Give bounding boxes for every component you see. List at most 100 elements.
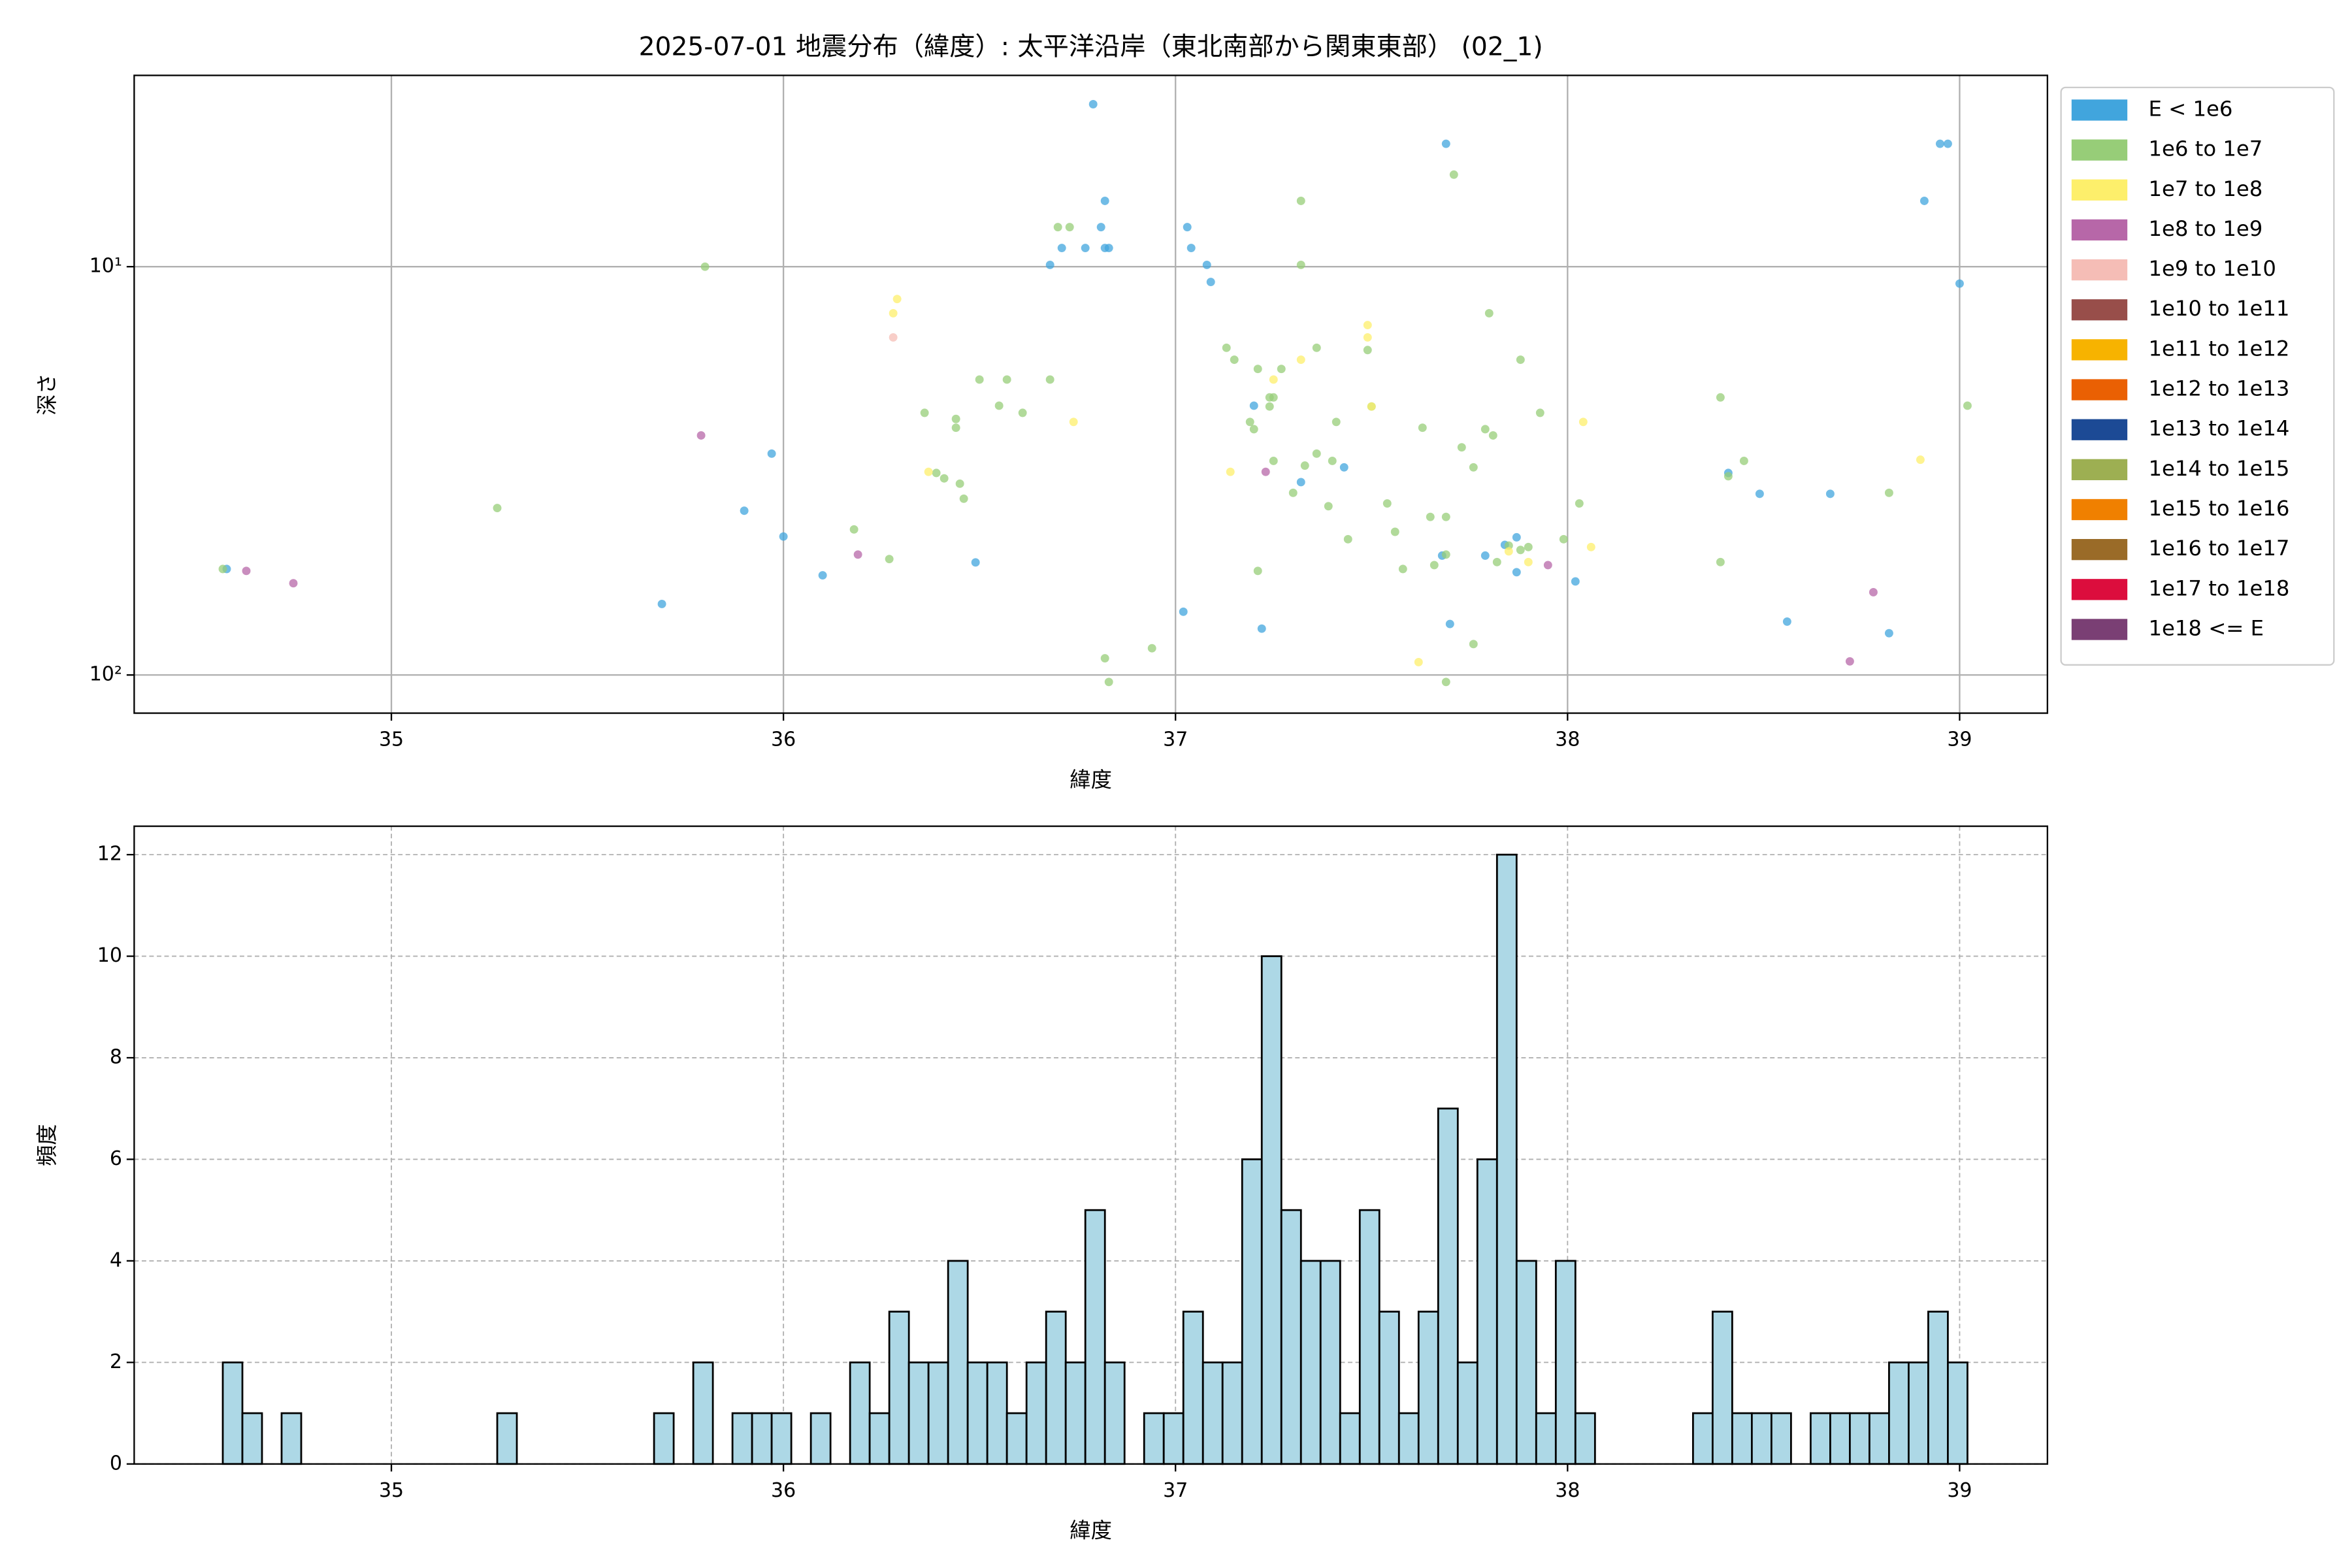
scatter-point <box>1179 607 1188 616</box>
scatter-point <box>1269 375 1278 384</box>
legend-box <box>2060 86 2335 666</box>
scatter-point <box>493 504 502 513</box>
scatter-point <box>1884 488 1893 497</box>
histogram-bar <box>280 1412 302 1465</box>
legend-label: 1e17 to 1e18 <box>2148 576 2289 600</box>
scatter-point <box>1226 467 1235 476</box>
histogram-bar <box>1005 1412 1028 1465</box>
scatter-point <box>932 468 941 478</box>
y-tick-label: 8 <box>110 1046 122 1069</box>
scatter-point <box>1469 640 1478 649</box>
legend-swatch <box>2071 498 2128 521</box>
scatter-point <box>1069 417 1078 427</box>
scatter-point <box>1504 541 1513 550</box>
scatter-point <box>1524 557 1533 566</box>
scatter-point <box>1100 654 1109 663</box>
scatter-point <box>1253 566 1262 576</box>
scatter-point <box>1257 624 1266 633</box>
histogram-bar <box>1064 1361 1086 1465</box>
scatter-point <box>818 571 827 580</box>
scatter-point <box>1104 678 1113 687</box>
scatter-point <box>1253 365 1262 374</box>
scatter-point <box>1480 551 1490 560</box>
scatter-point <box>1916 455 1925 465</box>
histogram-bar <box>653 1412 675 1465</box>
scatter-point <box>920 408 929 417</box>
scatter-point <box>951 423 960 433</box>
histogram-bar <box>1770 1412 1792 1465</box>
scatter-point <box>1363 321 1372 330</box>
scatter-point <box>1441 550 1450 559</box>
histogram-bar <box>1378 1311 1400 1465</box>
x-tick-label: 35 <box>379 1479 404 1502</box>
histogram-bar <box>1417 1311 1439 1465</box>
histogram-bar <box>1397 1412 1420 1465</box>
scatter-point <box>1343 534 1352 544</box>
scatter-point <box>1512 532 1521 542</box>
scatter-point <box>924 467 933 476</box>
scatter-point <box>1955 279 1964 288</box>
scatter-point <box>1100 197 1109 205</box>
histogram-bar <box>1691 1412 1714 1465</box>
scatter-point <box>971 558 980 567</box>
plot-frame <box>133 74 2048 714</box>
scatter-point <box>1045 261 1054 269</box>
histogram-bar <box>1810 1412 1831 1465</box>
histogram-bar <box>1339 1412 1361 1465</box>
scatter-point <box>1516 355 1525 365</box>
histogram-bar <box>1927 1311 1949 1465</box>
scatter-point <box>892 295 902 304</box>
histogram-bar <box>692 1361 714 1465</box>
scatter-point <box>1543 561 1552 570</box>
scatter-point <box>1363 333 1372 342</box>
x-tick-label: 36 <box>771 1479 796 1502</box>
scatter-point <box>1053 223 1062 232</box>
histogram-bar <box>1731 1412 1753 1465</box>
histogram-bar <box>1280 1209 1302 1465</box>
scatter-point <box>1884 629 1893 638</box>
y-tick-label: 10² <box>90 663 122 686</box>
scatter-point <box>1147 644 1156 653</box>
scatter-point <box>939 474 949 483</box>
scatter-point <box>1469 463 1478 472</box>
scatter-point <box>1261 467 1270 476</box>
scatter-point <box>1002 375 1011 384</box>
scatter-point <box>1492 557 1501 566</box>
legend-swatch <box>2071 339 2128 361</box>
y-axis-label: 頻度 <box>35 1124 59 1166</box>
histogram-bar <box>1476 1158 1498 1465</box>
histogram-bar <box>1162 1412 1184 1465</box>
scatter-point <box>889 308 898 318</box>
scatter-point <box>1296 197 1305 205</box>
scatter-point <box>1186 244 1196 253</box>
scatter-point <box>1088 100 1098 108</box>
scatter-point <box>1269 457 1278 465</box>
scatter-point <box>1516 546 1525 555</box>
scatter-point <box>1296 478 1305 487</box>
histogram-bar <box>1456 1361 1478 1465</box>
scatter-point <box>1963 401 1972 410</box>
scatter-point <box>1065 223 1074 232</box>
scatter-point <box>1104 244 1113 253</box>
x-tick-label: 38 <box>1555 1479 1580 1502</box>
scatter-point <box>1782 617 1791 626</box>
scatter-point <box>1296 261 1305 269</box>
scatter-point <box>657 599 666 608</box>
histogram-bar <box>731 1412 753 1465</box>
legend-swatch <box>2071 579 2128 600</box>
scatter-point <box>700 262 710 271</box>
histogram-bar <box>1495 853 1518 1465</box>
histogram-bar <box>1947 1361 1968 1465</box>
legend-swatch <box>2071 219 2128 241</box>
chart-title: 2025-07-01 地震分布（緯度）: 太平洋沿岸（東北南部から関東東部） (… <box>639 32 1543 61</box>
legend-label: 1e7 to 1e8 <box>2148 176 2262 201</box>
x-axis-label: 緯度 <box>1070 767 1112 792</box>
scatter-point <box>1716 393 1725 402</box>
scatter-point <box>1429 561 1439 570</box>
histogram-bar <box>1201 1361 1224 1465</box>
scatter-point <box>1441 512 1450 521</box>
scatter-point <box>740 506 749 515</box>
scatter-point <box>1045 375 1054 384</box>
